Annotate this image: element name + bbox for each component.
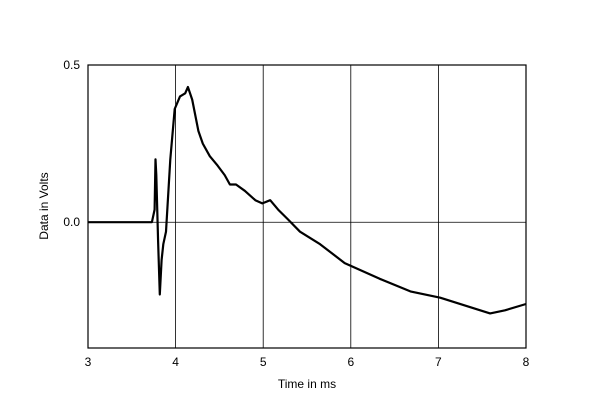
x-tick-label: 4	[172, 355, 179, 369]
x-tick-label: 7	[435, 355, 442, 369]
x-tick-label: 6	[347, 355, 354, 369]
x-tick-label: 8	[523, 355, 530, 369]
line-series	[88, 85, 527, 315]
x-axis-label: Time in ms	[278, 377, 336, 391]
x-tick-label: 3	[85, 355, 92, 369]
y-axis-label: Data in Volts	[37, 172, 51, 239]
x-tick-label: 5	[260, 355, 267, 369]
plot-frame	[87, 64, 527, 349]
y-tick-label: 0.0	[63, 215, 80, 229]
y-tick-label: 0.5	[63, 58, 80, 72]
